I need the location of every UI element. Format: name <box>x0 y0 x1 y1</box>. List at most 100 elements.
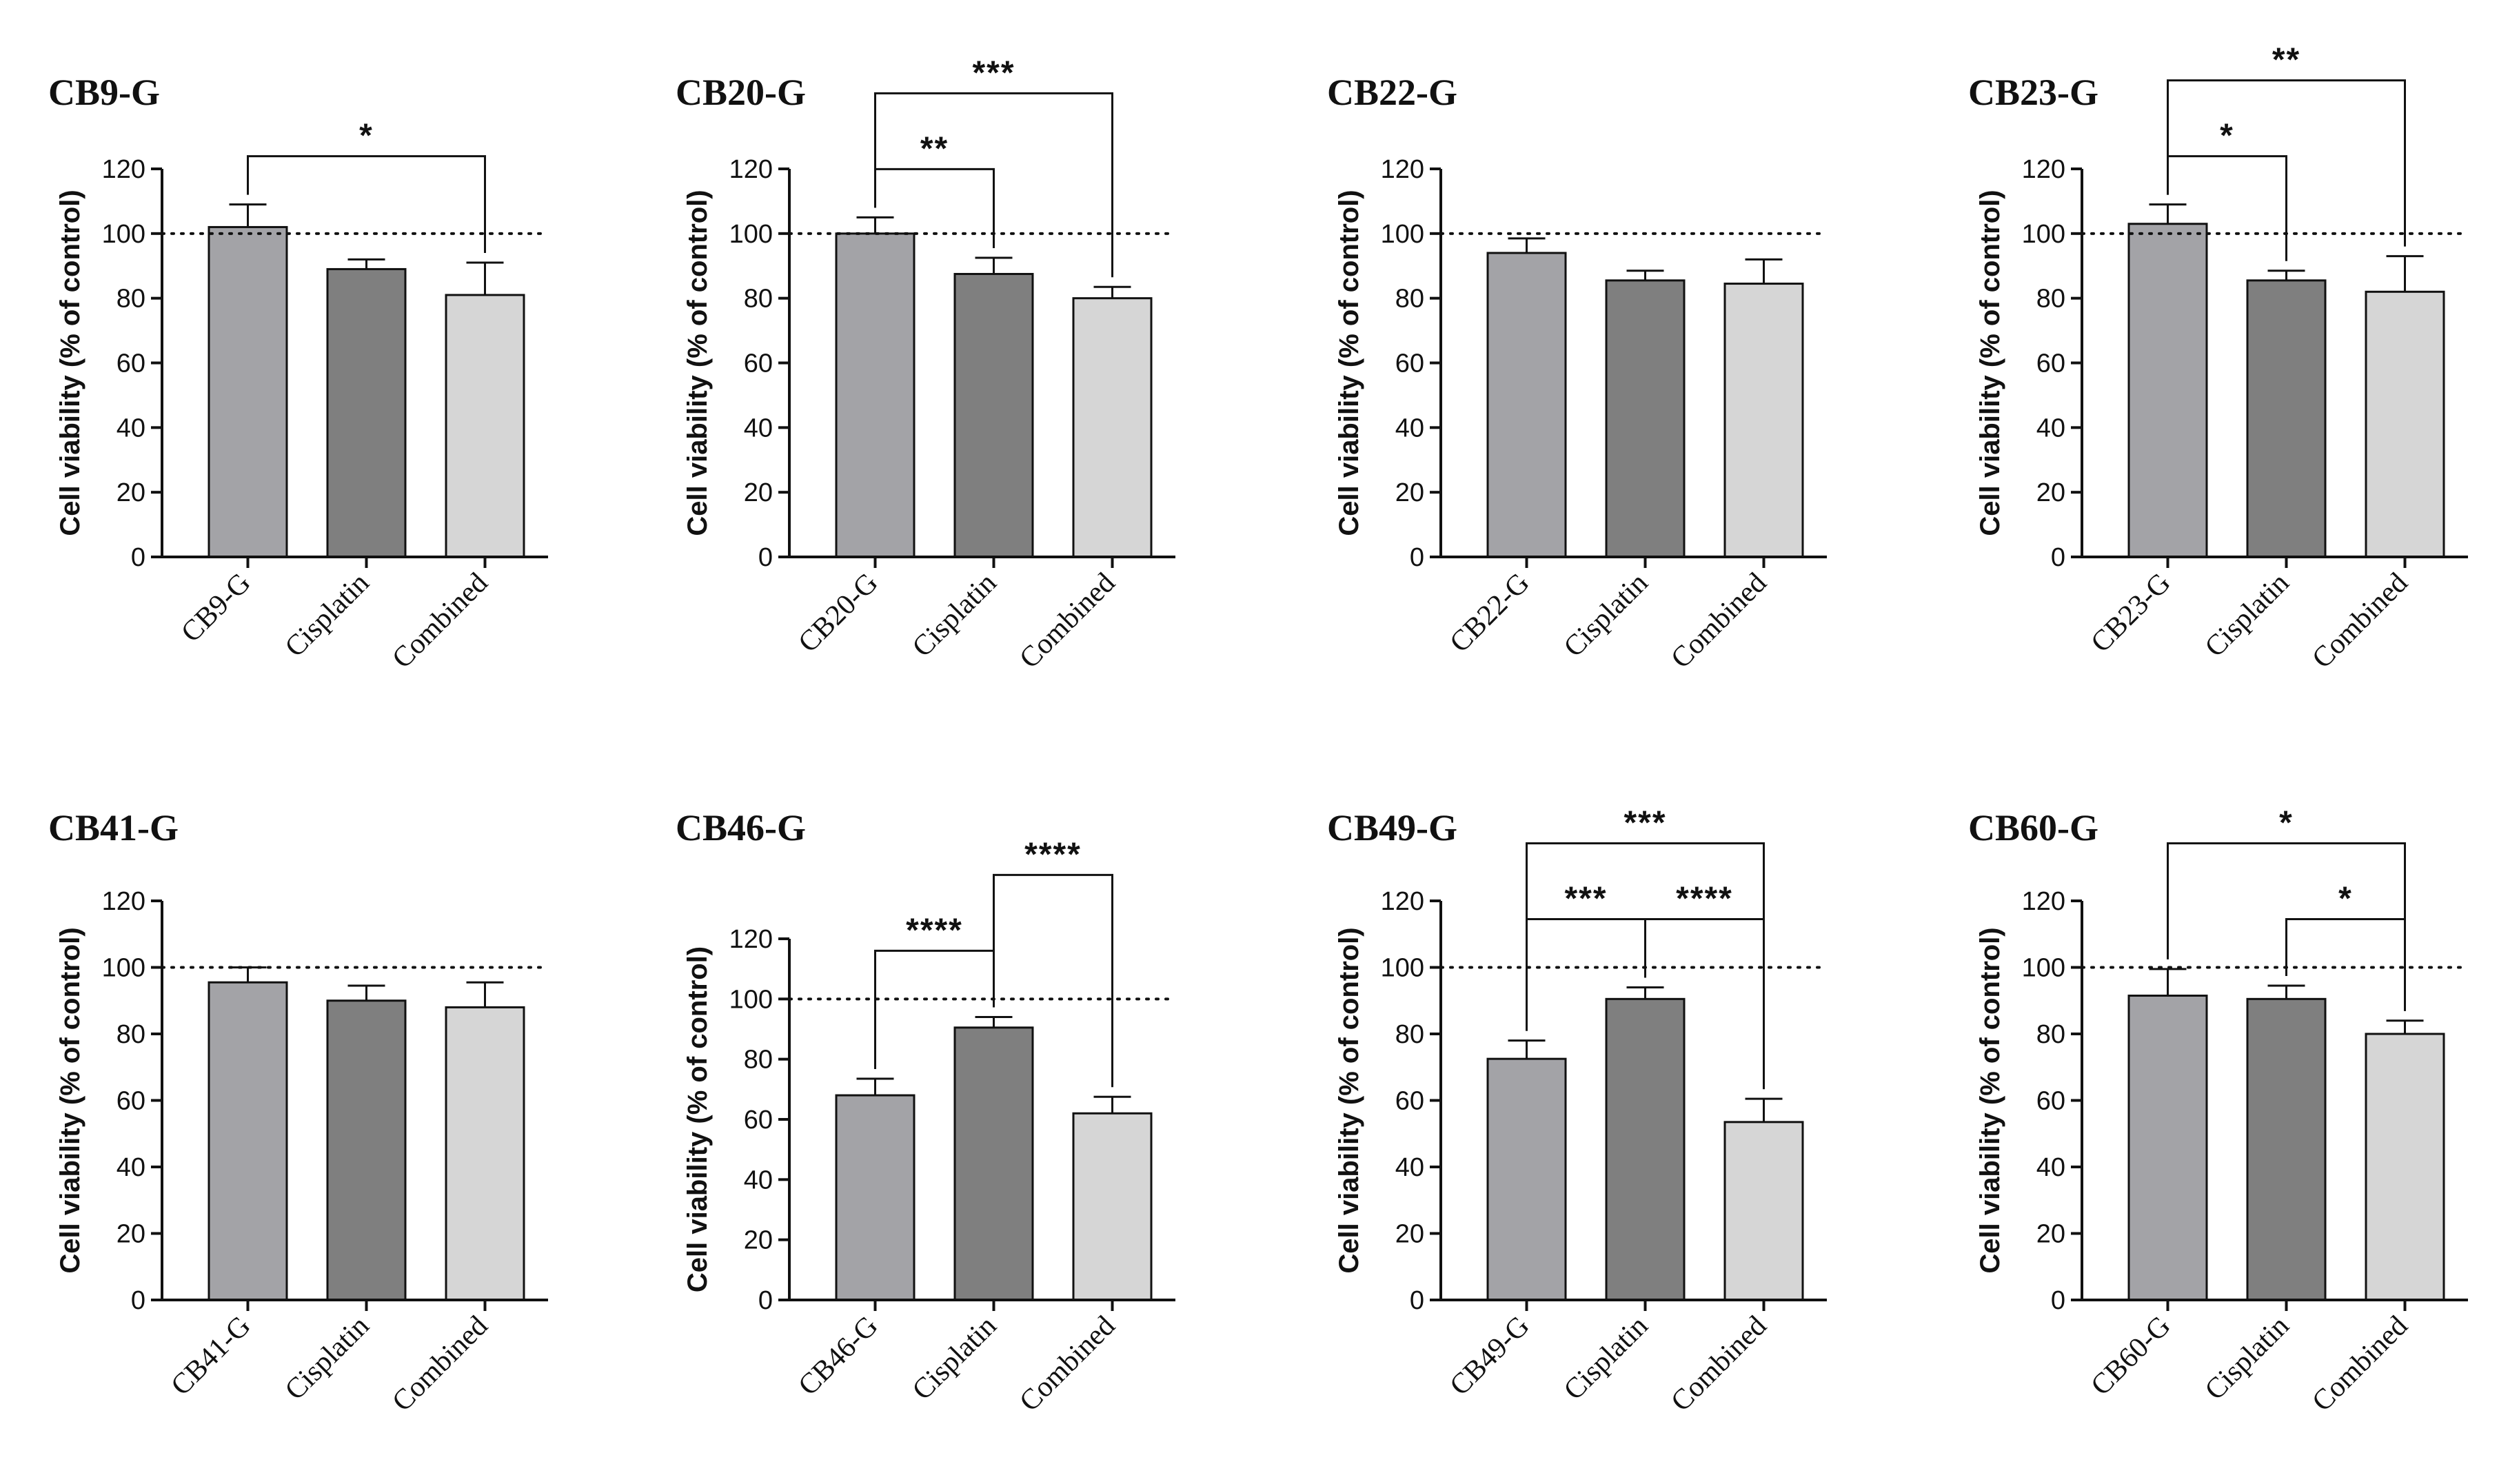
bar-cb22-g <box>1486 252 1567 558</box>
y-axis-title: Cell viability (% of control) <box>682 946 713 1292</box>
y-tick-label: 20 <box>744 1226 773 1255</box>
y-tick-label: 20 <box>1395 1220 1424 1249</box>
x-tick-label: Combined <box>386 1310 494 1418</box>
y-tick-label: 100 <box>729 985 773 1014</box>
bar-combined <box>1723 1121 1804 1301</box>
chart-panel-cb46-g: CB46-G Cell viability (% of control) 0 20 40… <box>676 807 1177 1418</box>
significance-label: *** <box>972 54 1015 91</box>
y-tick-label: 100 <box>1381 954 1424 983</box>
x-tick-label: Combined <box>1665 567 1772 675</box>
y-tick-label: 60 <box>117 349 145 378</box>
bar-cb46-g <box>835 1094 915 1301</box>
x-tick-label: Cisplatin <box>907 1310 1003 1407</box>
y-tick-label: 20 <box>2036 478 2065 507</box>
y-tick-label: 80 <box>117 285 145 314</box>
significance-bracket <box>2285 918 2406 1011</box>
y-tick-label: 120 <box>102 887 145 916</box>
y-axis-title: Cell viability (% of control) <box>1975 190 2005 536</box>
y-tick-label: 100 <box>729 220 773 249</box>
x-tick-label: CB49-G <box>1444 1310 1535 1402</box>
significance-bracket <box>993 873 1113 1088</box>
y-tick-label: 20 <box>117 478 145 507</box>
significance-label: **** <box>1676 881 1733 917</box>
panel-title: CB20-G <box>676 72 806 113</box>
y-tick-label: 100 <box>1381 220 1424 249</box>
x-tick-label: Combined <box>2306 567 2414 675</box>
bar-cb60-g <box>2127 995 2208 1301</box>
x-tick-label: Combined <box>1013 1310 1121 1418</box>
panel-title: CB41-G <box>48 807 179 848</box>
y-tick-label: 60 <box>2036 349 2065 378</box>
y-tick-label: 0 <box>1410 543 1424 572</box>
y-tick-label: 40 <box>2036 1153 2065 1182</box>
significance-label: * <box>2338 881 2353 917</box>
chart-panel-cb22-g: CB22-G Cell viability (% of control) 0 20 40… <box>1327 72 1828 675</box>
y-tick-label: 120 <box>2022 887 2065 916</box>
y-tick-label: 120 <box>102 155 145 184</box>
panel-title: CB22-G <box>1327 72 1457 113</box>
significance-label: *** <box>1564 881 1607 917</box>
x-tick-label: CB9-G <box>175 567 256 649</box>
y-tick-label: 20 <box>2036 1220 2065 1249</box>
y-tick-label: 100 <box>102 220 145 249</box>
y-tick-label: 120 <box>729 155 773 184</box>
significance-label: **** <box>906 912 963 948</box>
x-tick-label: CB23-G <box>2085 567 2176 659</box>
y-tick-label: 0 <box>131 1286 145 1315</box>
bar-combined <box>1723 283 1804 558</box>
y-tick-label: 40 <box>744 1166 773 1195</box>
y-tick-label: 80 <box>117 1020 145 1049</box>
x-tick-label: Combined <box>1665 1310 1772 1418</box>
bar-combined <box>1072 297 1153 558</box>
x-tick-label: Cisplatin <box>907 567 1003 664</box>
y-tick-label: 40 <box>1395 414 1424 443</box>
x-tick-label: Combined <box>2306 1310 2414 1418</box>
panel-title: CB49-G <box>1327 807 1457 848</box>
y-tick-label: 40 <box>1395 1153 1424 1182</box>
y-tick-label: 0 <box>758 543 773 572</box>
y-tick-label: 80 <box>744 1046 773 1075</box>
y-tick-label: 60 <box>744 1106 773 1135</box>
y-tick-label: 120 <box>729 925 773 954</box>
bar-combined <box>2365 1033 2445 1301</box>
significance-label: ** <box>920 130 949 167</box>
panel-title: CB9-G <box>48 72 160 113</box>
significance-label: **** <box>1024 836 1082 873</box>
bar-cisplatin <box>953 272 1034 558</box>
chart-panel-cb23-g: CB23-G Cell viability (% of control) 0 20 40… <box>1968 42 2469 675</box>
y-tick-label: 60 <box>1395 1087 1424 1116</box>
x-tick-label: Combined <box>386 567 494 675</box>
y-axis-title: Cell viability (% of control) <box>682 190 713 536</box>
y-tick-label: 40 <box>117 414 145 443</box>
significance-label: * <box>2220 118 2234 154</box>
y-tick-label: 60 <box>2036 1087 2065 1116</box>
y-tick-label: 100 <box>2022 220 2065 249</box>
y-tick-label: 100 <box>2022 954 2065 983</box>
y-tick-label: 20 <box>117 1220 145 1249</box>
y-tick-label: 40 <box>744 414 773 443</box>
significance-bracket <box>2167 79 2406 247</box>
bar-cisplatin <box>326 999 407 1301</box>
y-axis-title: Cell viability (% of control) <box>1334 927 1364 1273</box>
y-tick-label: 0 <box>2051 1286 2065 1315</box>
x-tick-label: CB60-G <box>2085 1310 2176 1402</box>
y-tick-label: 80 <box>1395 285 1424 314</box>
bar-cisplatin <box>1605 279 1686 558</box>
bar-cb23-g <box>2127 223 2208 558</box>
bar-cisplatin <box>2246 279 2327 558</box>
x-tick-label: CB46-G <box>792 1310 884 1402</box>
y-tick-label: 80 <box>744 285 773 314</box>
bar-combined <box>445 294 525 558</box>
y-tick-label: 120 <box>1381 155 1424 184</box>
bar-cb49-g <box>1486 1057 1567 1301</box>
bar-cisplatin <box>2246 997 2327 1301</box>
x-tick-label: Cisplatin <box>279 1310 376 1407</box>
y-axis-title: Cell viability (% of control) <box>55 927 85 1273</box>
y-tick-label: 40 <box>2036 414 2065 443</box>
chart-panel-cb60-g: CB60-G Cell viability (% of control) 0 20 40… <box>1968 805 2469 1418</box>
chart-panel-cb9-g: CB9-G Cell viability (% of control) 0 20 40 6… <box>48 72 549 675</box>
chart-panel-cb49-g: CB49-G Cell viability (% of control) 0 20 40… <box>1327 805 1828 1418</box>
bar-cb41-g <box>208 981 288 1301</box>
x-tick-label: Combined <box>1013 567 1121 675</box>
bar-cisplatin <box>1605 997 1686 1301</box>
